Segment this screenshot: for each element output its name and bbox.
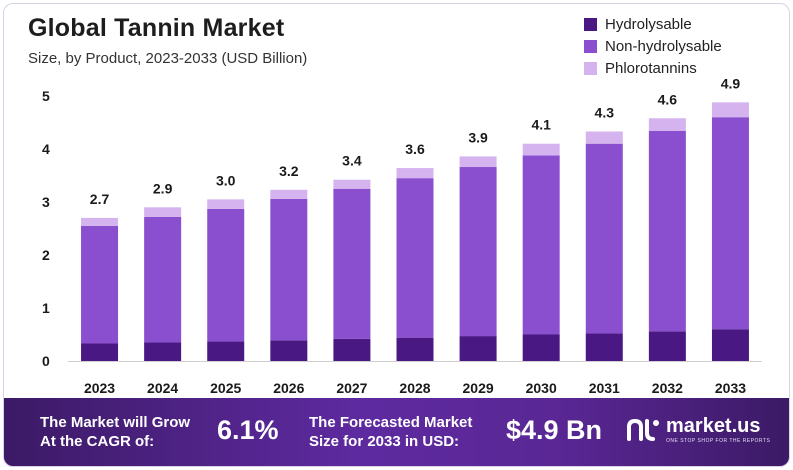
x-tick-label: 2029 xyxy=(463,380,494,396)
bar-segment-hydrolysable xyxy=(207,341,245,361)
bar-total-label: 4.3 xyxy=(595,105,615,121)
bar-segment-hydrolysable xyxy=(585,333,623,361)
bar-total-label: 3.0 xyxy=(216,172,236,188)
forecast-label-line2: Size for 2033 in USD: xyxy=(309,433,460,450)
bar-segment-non-hydrolysable xyxy=(81,225,119,344)
legend-label-hydrolysable: Hydrolysable xyxy=(605,15,692,33)
bar-total-label: 4.1 xyxy=(531,117,551,133)
x-tick-label: 2028 xyxy=(399,380,430,396)
x-tick-label: 2031 xyxy=(589,380,620,396)
x-tick-label: 2024 xyxy=(147,380,178,396)
bar-segment-non-hydrolysable xyxy=(396,178,434,338)
bar-segment-non-hydrolysable xyxy=(144,216,182,343)
chart-legend: Hydrolysable Non-hydrolysable Phlorotann… xyxy=(584,13,722,79)
bar-segment-non-hydrolysable xyxy=(333,188,371,339)
bar-total-label: 4.6 xyxy=(658,91,678,107)
bar-segment-phlorotannins xyxy=(396,168,434,179)
chart-title: Global Tannin Market xyxy=(28,14,285,42)
bar-total-label: 2.7 xyxy=(90,191,110,207)
legend-label-non-hydrolysable: Non-hydrolysable xyxy=(605,37,722,55)
bar-segment-phlorotannins xyxy=(207,199,245,209)
legend-item-non-hydrolysable: Non-hydrolysable xyxy=(584,35,722,57)
y-tick-label: 3 xyxy=(42,194,50,210)
bar-segment-hydrolysable xyxy=(81,343,119,361)
y-tick-label: 2 xyxy=(42,247,50,263)
y-tick-label: 1 xyxy=(42,300,50,316)
bar-chart: 0 1 2 3 4 5 2.7 2023 2.9 2024 3.0 2025 3.2 2026 3.4 202… xyxy=(42,75,762,396)
bar-segment-non-hydrolysable xyxy=(585,143,623,334)
y-tick-label: 0 xyxy=(42,353,50,369)
x-tick-label: 2032 xyxy=(652,380,683,396)
brand-tagline: ONE STOP SHOP FOR THE REPORTS xyxy=(666,438,771,444)
forecast-label-line1: The Forecasted Market xyxy=(309,414,473,431)
bar-segment-phlorotannins xyxy=(585,131,623,144)
bar-segment-phlorotannins xyxy=(711,102,749,118)
cagr-label-line2: At the CAGR of: xyxy=(40,433,155,450)
brand-name: market.us xyxy=(666,415,761,437)
bar-segment-non-hydrolysable xyxy=(270,198,308,341)
bar-segment-phlorotannins xyxy=(81,217,119,226)
x-tick-label: 2026 xyxy=(273,380,304,396)
bar-segment-non-hydrolysable xyxy=(459,167,497,337)
bar-segment-phlorotannins xyxy=(522,143,560,156)
x-tick-label: 2023 xyxy=(84,380,115,396)
bar-segment-hydrolysable xyxy=(396,337,434,361)
x-tick-label: 2027 xyxy=(336,380,367,396)
bar-segment-hydrolysable xyxy=(333,338,371,361)
summary-footer: The Market will Grow At the CAGR of: 6.1… xyxy=(4,398,789,466)
bar-total-label: 3.6 xyxy=(405,141,425,157)
cagr-value: 6.1% xyxy=(217,415,279,445)
bar-total-label: 4.9 xyxy=(721,75,741,91)
bar-segment-hydrolysable xyxy=(144,342,182,361)
legend-swatch-non-hydrolysable xyxy=(584,39,597,53)
bar-segment-non-hydrolysable xyxy=(648,130,686,332)
brand: market.us ONE STOP SHOP FOR THE REPORTS xyxy=(626,416,770,444)
bar-segment-hydrolysable xyxy=(522,334,560,361)
bar-total-label: 3.2 xyxy=(279,163,299,179)
legend-swatch-hydrolysable xyxy=(584,17,597,31)
legend-item-phlorotannins: Phlorotannins xyxy=(584,57,722,79)
bar-segment-hydrolysable xyxy=(648,331,686,361)
legend-item-hydrolysable: Hydrolysable xyxy=(584,13,722,35)
chart-frame: Global Tannin Market Size, by Product, 2… xyxy=(3,3,790,467)
x-tick-label: 2033 xyxy=(715,380,746,396)
chart-subtitle: Size, by Product, 2023-2033 (USD Billion… xyxy=(28,50,308,67)
bar-segment-non-hydrolysable xyxy=(711,117,749,330)
forecast-value: $4.9 Bn xyxy=(506,415,603,445)
bar-total-label: 3.9 xyxy=(468,129,488,145)
bar-segment-hydrolysable xyxy=(459,336,497,361)
x-tick-label: 2030 xyxy=(526,380,557,396)
bar-total-label: 3.4 xyxy=(342,153,362,169)
bar-segment-phlorotannins xyxy=(270,189,308,199)
bar-segment-phlorotannins xyxy=(144,207,182,217)
bar-segment-non-hydrolysable xyxy=(522,155,560,335)
bar-segment-phlorotannins xyxy=(333,179,371,189)
bar-segment-phlorotannins xyxy=(648,118,686,131)
x-tick-label: 2025 xyxy=(210,380,241,396)
legend-label-phlorotannins: Phlorotannins xyxy=(605,59,697,77)
bar-segment-hydrolysable xyxy=(270,340,308,361)
market-us-logo-icon xyxy=(627,418,659,441)
y-tick-label: 4 xyxy=(42,141,50,157)
bar-segment-non-hydrolysable xyxy=(207,208,245,342)
legend-swatch-phlorotannins xyxy=(584,61,597,75)
bar-total-label: 2.9 xyxy=(153,180,173,196)
bar-segment-phlorotannins xyxy=(459,156,497,168)
cagr-label-line1: The Market will Grow xyxy=(40,414,191,431)
cagr-label: The Market will Grow At the CAGR of: xyxy=(40,413,190,451)
y-tick-label: 5 xyxy=(42,88,50,104)
forecast-label: The Forecasted Market Size for 2033 in U… xyxy=(309,413,472,451)
bar-segment-hydrolysable xyxy=(711,329,749,361)
